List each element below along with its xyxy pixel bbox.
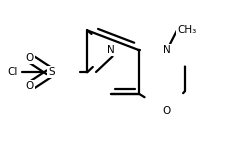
Text: Cl: Cl [8, 67, 18, 77]
Text: N: N [106, 45, 114, 55]
Text: N: N [162, 45, 170, 55]
Text: CH₃: CH₃ [176, 25, 195, 35]
Text: S: S [48, 67, 54, 77]
Text: O: O [26, 53, 34, 63]
Text: O: O [162, 106, 170, 116]
Text: O: O [26, 81, 34, 91]
